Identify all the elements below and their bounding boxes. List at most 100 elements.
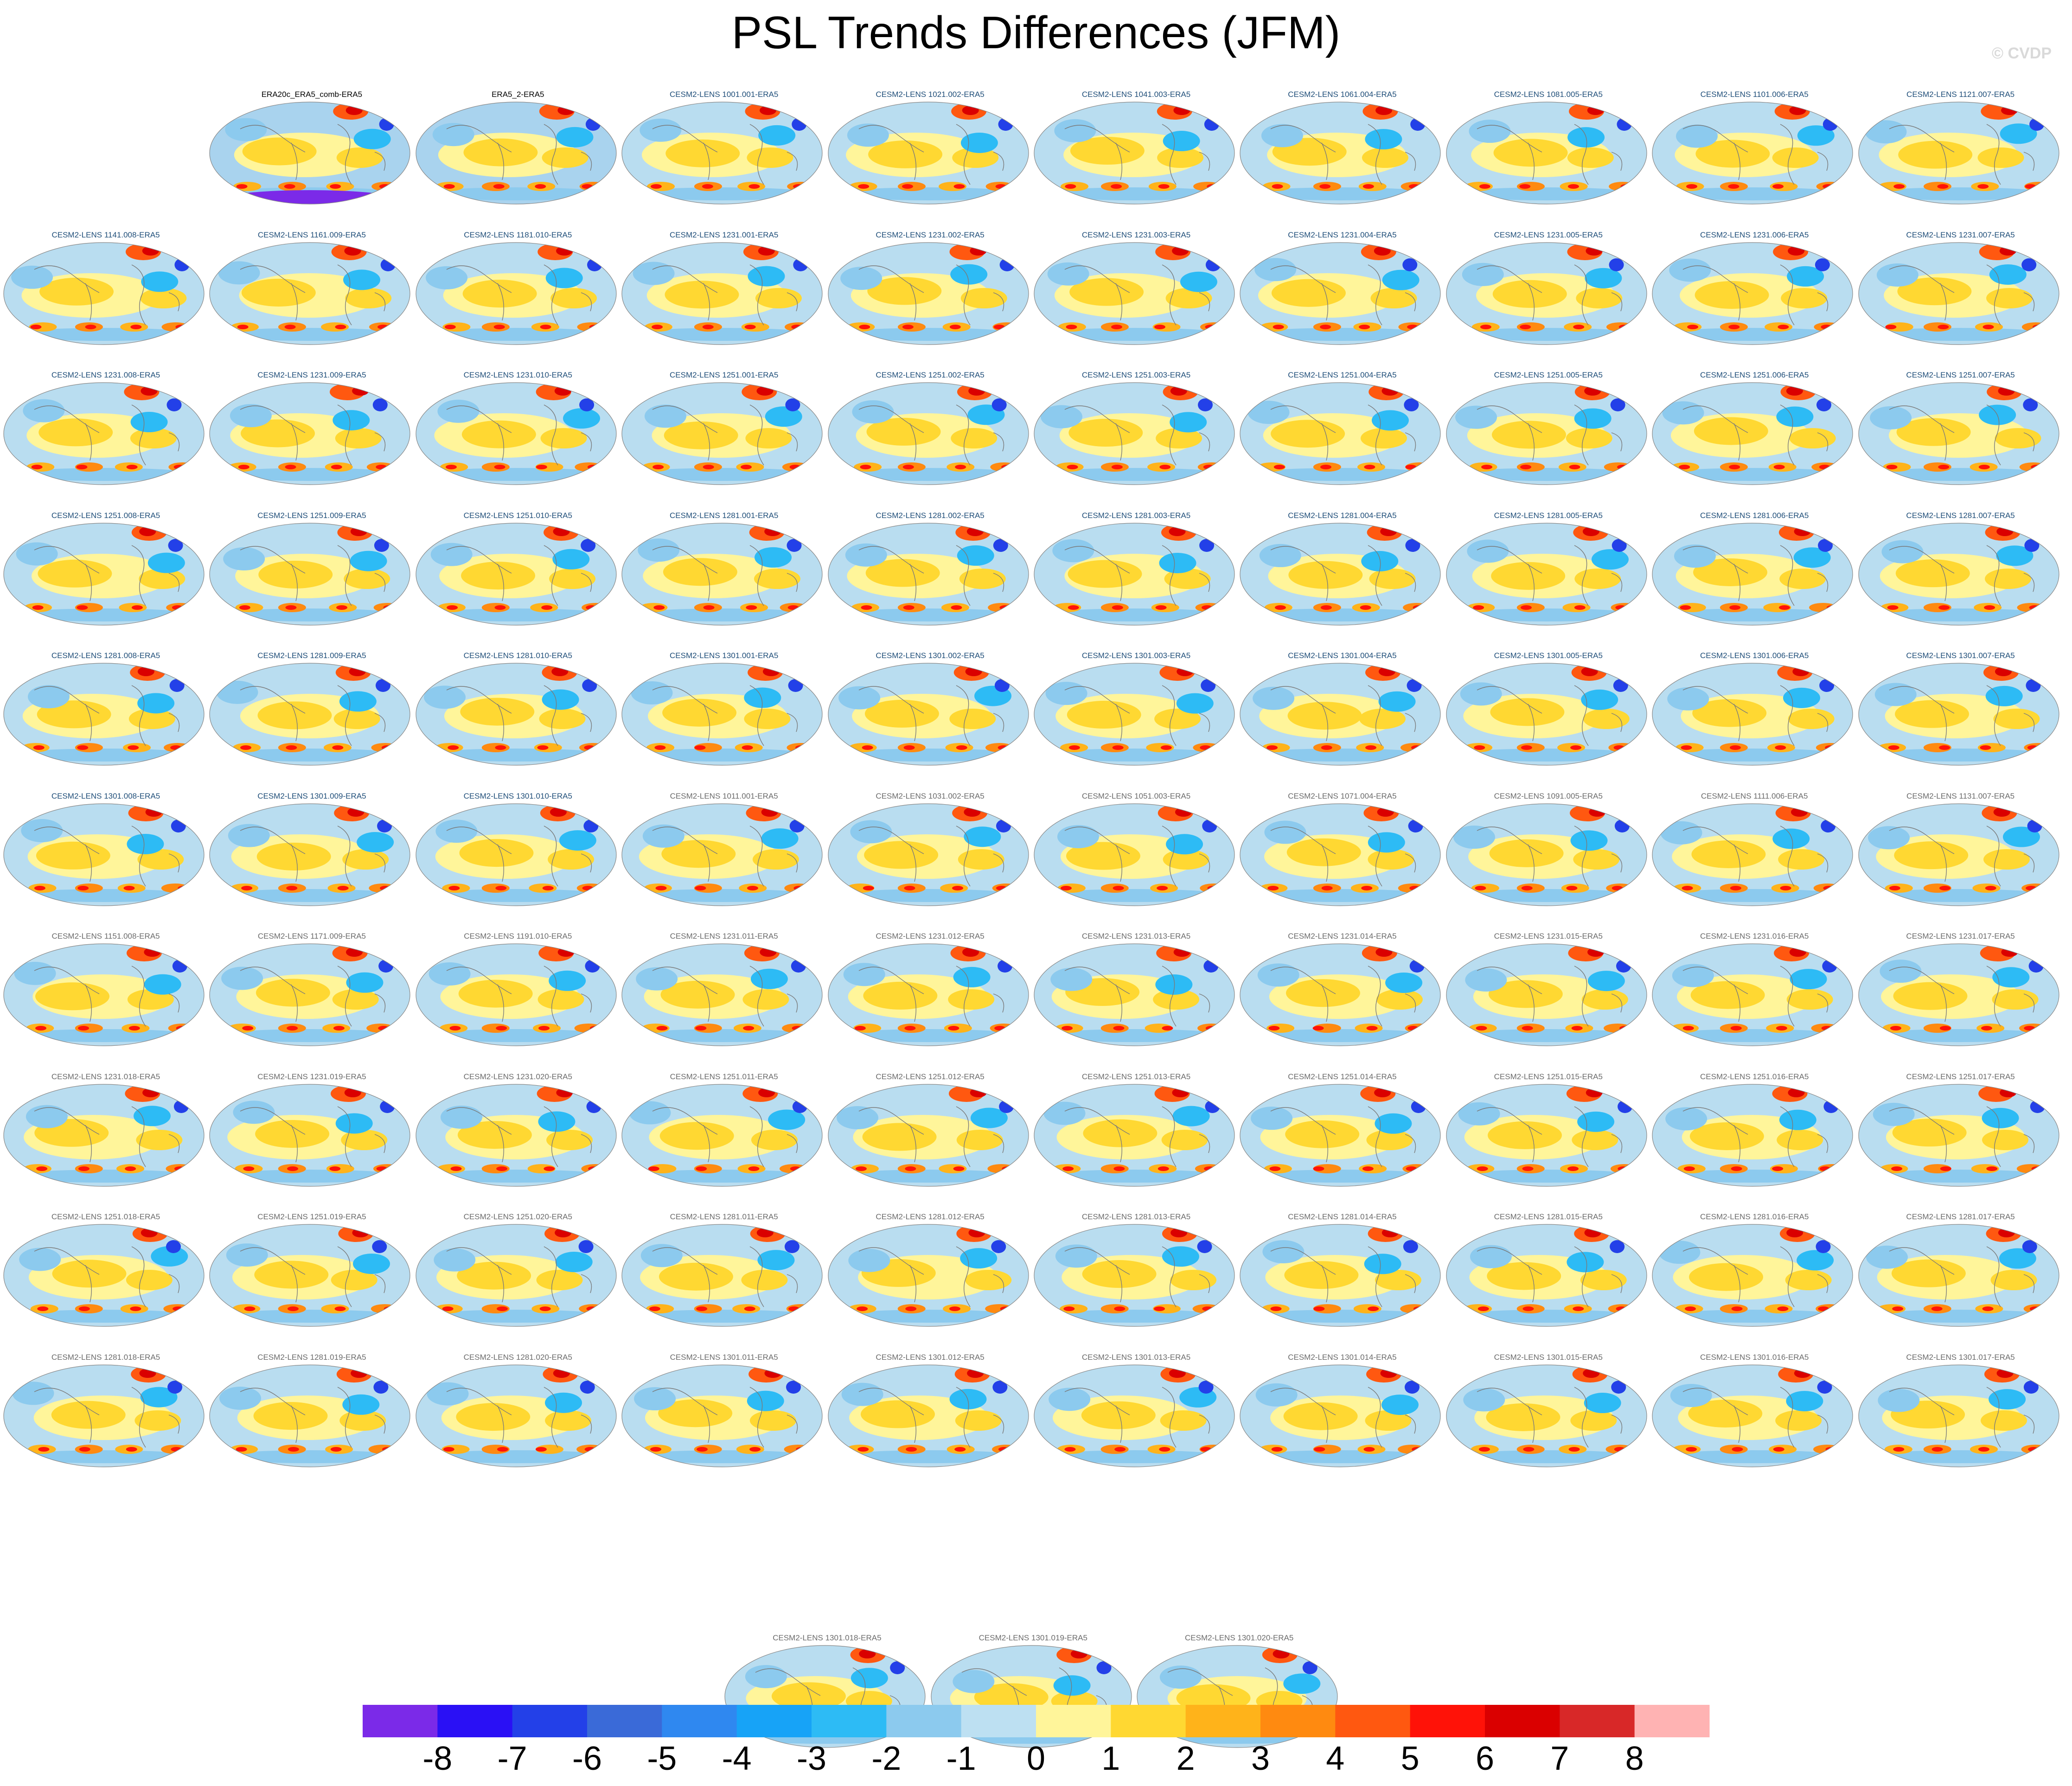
coastline — [240, 1246, 386, 1307]
panel-label: CESM2-LENS 1281.001-ERA5 — [670, 511, 779, 520]
map-panel: CESM2-LENS 1011.001-ERA5 — [621, 792, 827, 931]
map-outline — [827, 1364, 1029, 1467]
coastline — [446, 124, 592, 185]
southern-ocean-anomaly — [1145, 1024, 1173, 1033]
warm-anomaly — [1285, 1120, 1360, 1148]
map-plot — [1240, 1083, 1441, 1187]
map-plot — [1034, 1224, 1235, 1327]
panel-label: CESM2-LENS 1251.004-ERA5 — [1288, 371, 1397, 379]
warm-anomaly — [662, 698, 737, 727]
southern-ocean-anomaly — [579, 743, 607, 752]
cold-anomaly — [1176, 693, 1214, 714]
map-plot — [1240, 663, 1441, 766]
arctic-high-core — [352, 1228, 369, 1237]
cold-anomaly — [350, 551, 387, 571]
coastline — [446, 264, 592, 325]
warm-anomaly — [1980, 1410, 2027, 1431]
coastline — [1477, 404, 1622, 466]
map-plot — [1034, 663, 1235, 766]
colorbar-swatch — [1560, 1705, 1635, 1737]
map-panel: ERA5_2-ERA5 — [415, 90, 621, 229]
coastline — [755, 1667, 901, 1728]
warm-anomaly — [959, 568, 1006, 589]
southern-ocean-core — [1566, 885, 1578, 890]
warm-anomaly — [665, 139, 740, 167]
map-plot — [1858, 522, 2059, 626]
arctic-low — [1199, 538, 1215, 552]
warm-anomaly — [35, 982, 110, 1011]
southern-ocean-band — [1247, 327, 1433, 341]
southern-ocean-core — [329, 1166, 341, 1171]
southern-ocean-anomaly — [694, 1024, 722, 1033]
cold-anomaly — [228, 824, 270, 847]
coastline — [1477, 1386, 1622, 1447]
southern-ocean-core — [702, 324, 714, 329]
map-outline — [209, 663, 410, 766]
panel-label: CESM2-LENS 1281.005-ERA5 — [1494, 511, 1603, 520]
map-outline — [1858, 242, 2059, 345]
warm-anomaly — [1690, 1122, 1765, 1150]
arctic-low — [1819, 679, 1835, 692]
cold-anomaly — [1378, 691, 1416, 712]
coastline — [858, 264, 1004, 325]
map-outline — [3, 1224, 205, 1327]
map-plot — [621, 663, 823, 766]
panel-label: CESM2-LENS 1301.007-ERA5 — [1906, 651, 2015, 660]
arctic-low — [2026, 679, 2041, 692]
arctic-high-core — [554, 1228, 571, 1237]
warm-anomaly — [1067, 701, 1141, 729]
cold-anomaly — [1670, 1383, 1712, 1407]
cold-anomaly — [555, 1252, 593, 1273]
southern-ocean-core — [1481, 465, 1492, 469]
southern-ocean-core — [1887, 605, 1899, 610]
southern-ocean-core — [1275, 605, 1286, 610]
southern-ocean-core — [338, 885, 349, 890]
cold-anomaly — [23, 399, 65, 422]
map-plot — [1240, 943, 1441, 1046]
cold-anomaly — [949, 1389, 987, 1409]
map-outline — [1446, 803, 1647, 906]
coastline — [34, 825, 180, 886]
southern-ocean-anomaly — [1516, 182, 1545, 191]
map-panel: CESM2-LENS 1301.010-ERA5 — [415, 792, 621, 931]
southern-ocean-core — [1068, 745, 1080, 750]
southern-ocean-anomaly — [938, 182, 966, 191]
arctic-low — [2024, 538, 2039, 552]
warm-anomaly — [1576, 288, 1623, 308]
southern-ocean-core — [748, 184, 760, 189]
southern-ocean-core — [1523, 1447, 1535, 1452]
cold-anomaly — [1462, 262, 1504, 286]
southern-ocean-core — [1480, 324, 1491, 329]
southern-ocean-band — [835, 468, 1021, 481]
warm-anomaly — [1081, 1401, 1156, 1429]
southern-ocean-core — [1002, 1166, 1013, 1171]
panel-label: CESM2-LENS 1251.011-ERA5 — [670, 1072, 778, 1081]
warm-anomaly — [1691, 840, 1766, 868]
coastline — [34, 264, 180, 325]
southern-ocean-band — [1453, 1169, 1639, 1183]
arctic-low — [585, 118, 601, 131]
cold-anomaly — [343, 269, 381, 290]
warm-anomaly — [751, 1129, 798, 1150]
map-outline — [1034, 663, 1235, 766]
map-panel: CESM2-LENS 1281.016-ERA5 — [1651, 1212, 1857, 1351]
arctic-high-core — [962, 947, 979, 957]
map-outline — [1240, 382, 1441, 485]
southern-ocean-core — [1978, 1447, 1989, 1452]
map-plot — [416, 522, 617, 626]
colorbar-swatch — [512, 1705, 588, 1737]
southern-ocean-core — [76, 465, 88, 469]
coastline — [1889, 124, 2034, 185]
coastline — [1271, 264, 1416, 325]
colorbar-swatch — [1634, 1705, 1710, 1737]
coastline — [240, 966, 386, 1027]
southern-ocean-core — [857, 1447, 869, 1452]
map-plot — [1652, 1224, 1853, 1327]
arctic-low — [1205, 1100, 1220, 1113]
cold-anomaly — [1660, 821, 1702, 845]
map-plot — [1034, 943, 1235, 1046]
map-panel: CESM2-LENS 1231.006-ERA5 — [1651, 230, 1857, 370]
map-plot — [1240, 1224, 1441, 1327]
panel-label: CESM2-LENS 1281.002-ERA5 — [876, 511, 985, 520]
southern-ocean-core — [956, 745, 967, 750]
